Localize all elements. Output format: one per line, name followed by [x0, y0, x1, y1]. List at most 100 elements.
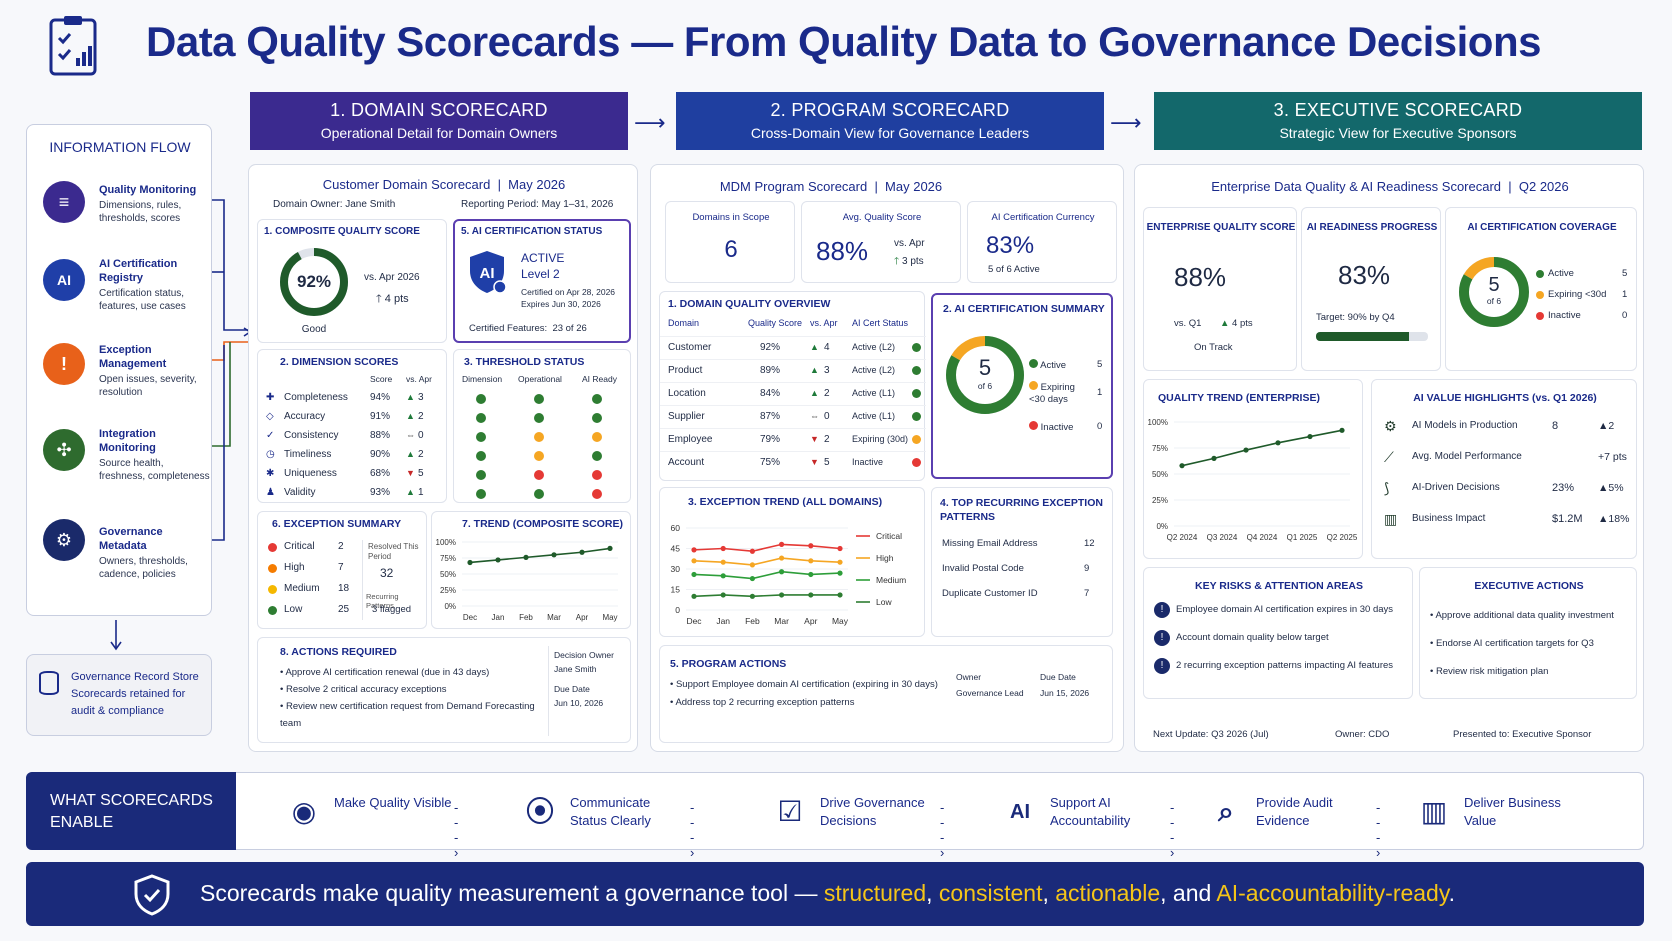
status-dot-icon — [912, 435, 921, 444]
highlight-delta: +7 pts — [1598, 451, 1627, 463]
x-tick-label: Mar — [547, 613, 561, 622]
ai-value-highlights-card: AI VALUE HIGHLIGHTS (vs. Q1 2026) ⚙ AI Mo… — [1371, 379, 1637, 559]
dimension-rows: ✚ Completeness 94% ▲ 3 ◇ Accuracy 91% ▲ 2 ✓ Consist… — [266, 390, 444, 504]
kpi-avg-quality: Avg. Quality Score 88% vs. Apr 🡑 3 pts — [801, 201, 961, 283]
data-point — [720, 573, 726, 579]
y-tick-label: 15 — [671, 585, 681, 595]
x-tick-label: Jan — [716, 616, 730, 626]
column-header: Domain — [668, 318, 700, 328]
list-item: • Approve additional data quality invest… — [1430, 610, 1614, 621]
pattern-row: Invalid Postal Code 9 — [940, 563, 1106, 588]
enable-label: Deliver Business Value — [1464, 795, 1561, 828]
data-point — [691, 571, 697, 578]
risk-row: ! Employee domain AI certification expire… — [1154, 602, 1410, 630]
data-point — [749, 548, 755, 554]
x-tick-label: Dec — [686, 616, 702, 626]
data-point — [808, 592, 814, 598]
y-tick-label: 0 — [675, 605, 680, 615]
data-point — [749, 575, 755, 582]
legend-row: Inactive 0 — [1536, 310, 1632, 331]
header-domain-scorecard: 1. DOMAIN SCORECARD Operational Detail f… — [250, 92, 628, 150]
quality-score: 84% — [760, 388, 781, 399]
status-dot-icon — [592, 394, 602, 404]
data-point — [579, 549, 585, 555]
ai-certification-status-card: 5. AI CERTIFICATION STATUS AI ACTIVE Lev… — [453, 219, 631, 343]
x-tick-label: May — [602, 613, 617, 622]
series-line — [693, 557, 841, 566]
x-tick-label: Feb — [519, 613, 533, 622]
enable-label: Support AI Accountability — [1050, 795, 1131, 828]
composite-trend-chart: 100% 75% 50% 25% 0% Dec Jan Feb Mar Apr May — [436, 538, 618, 622]
quality-score: 75% — [760, 457, 781, 468]
data-point — [691, 558, 697, 564]
exception-row: High 7 — [266, 561, 356, 582]
exception-trend-card: 3. EXCEPTION TREND (ALL DOMAINS) 60 45 30 1… — [659, 487, 925, 637]
arrow-up-icon: 🡑 — [376, 293, 382, 305]
legend-dot-icon — [1536, 291, 1544, 299]
x-tick-label: Apr — [804, 616, 817, 626]
exception-row: Medium 18 — [266, 582, 356, 603]
arrow-up-icon: ▲ — [1220, 318, 1230, 329]
status-dot-icon — [476, 432, 486, 442]
trend-arrow-icon: ▲ — [810, 342, 819, 352]
data-point — [837, 570, 843, 576]
enable-label: Communicate Status Clearly — [570, 795, 651, 828]
arrow-up-icon: 🡑 — [894, 256, 900, 267]
highlight-name: AI Models in Production — [1412, 420, 1518, 431]
x-tick-label: Jan — [492, 613, 505, 622]
program-actions-list: • Support Employee domain AI certificati… — [670, 676, 950, 712]
delta-value: 5 — [824, 457, 830, 468]
dimension-row: ✚ Completeness 94% ▲ 3 — [266, 390, 444, 409]
pattern-row: Missing Email Address 12 — [940, 538, 1106, 563]
pattern-name: Invalid Postal Code — [942, 563, 1024, 574]
ai-shield-icon: AI — [470, 251, 507, 294]
domain-name: Customer — [668, 342, 712, 353]
legend-row: Expiring <30d 1 — [1536, 289, 1632, 310]
trend-arrow-icon: ▲ — [810, 388, 819, 398]
database-icon: ≡ — [43, 181, 85, 223]
threshold-row — [454, 390, 632, 409]
arrow-right-icon: ⟶ — [1110, 110, 1142, 135]
overview-header: Domain Quality Score vs. Apr AI Cert Status — [660, 318, 926, 332]
status-dot-icon — [476, 489, 486, 499]
data-point — [720, 559, 726, 565]
y-tick-label: 50% — [440, 570, 456, 579]
delta-value: 3 — [824, 365, 830, 376]
series-line — [693, 570, 841, 580]
data-point — [467, 559, 473, 566]
legend-label: Expiring <30d — [1548, 289, 1607, 300]
pattern-count: 12 — [1084, 538, 1095, 549]
risk-text: 2 recurring exception patterns impacting… — [1176, 660, 1394, 671]
trend-arrow-icon: ▲ — [406, 487, 415, 497]
status-dot-icon — [476, 451, 486, 461]
data-point — [495, 557, 501, 563]
severity-name: Low — [284, 604, 303, 615]
table-row: Supplier 87% ⇔ 0 Active (L1) — [660, 405, 926, 428]
integration-icon: ✣ — [43, 429, 85, 471]
gear-icon: ⚙ — [43, 519, 85, 561]
flow-connectors — [110, 199, 252, 651]
executive-scorecard-panel: Enterprise Data Quality & AI Readiness S… — [1134, 164, 1644, 752]
severity-count: 18 — [338, 583, 350, 594]
data-point — [779, 541, 785, 547]
summary-banner: Scorecards make quality measurement a go… — [26, 862, 1644, 926]
domain-scorecard-panel: Customer Domain Scorecard | May 2026 Dom… — [248, 164, 638, 752]
dashed-arrow-icon: - - - › — [940, 800, 946, 860]
column-header: AI Cert Status — [852, 318, 909, 328]
warning-icon: ! — [1154, 602, 1170, 618]
dimension-name: Timeliness — [284, 449, 332, 460]
series-line — [693, 543, 841, 553]
dimension-score: 88% — [370, 430, 391, 441]
legend-value: 5 — [1622, 268, 1628, 279]
legend-label: Critical — [876, 531, 902, 541]
key-risks-card: KEY RISKS & ATTENTION AREAS ! Employee do… — [1143, 567, 1413, 699]
data-point — [720, 592, 726, 598]
legend-label: Inactive — [1548, 310, 1581, 321]
highlight-icon: ⚙ — [1384, 418, 1397, 434]
series-line — [693, 594, 840, 598]
status-dot-icon — [912, 389, 921, 398]
status-dot-icon — [534, 413, 544, 423]
dimension-delta: 3 — [418, 392, 424, 403]
cert-status: Active (L2) — [852, 365, 896, 375]
enable-icon: ▥ — [1420, 796, 1448, 827]
